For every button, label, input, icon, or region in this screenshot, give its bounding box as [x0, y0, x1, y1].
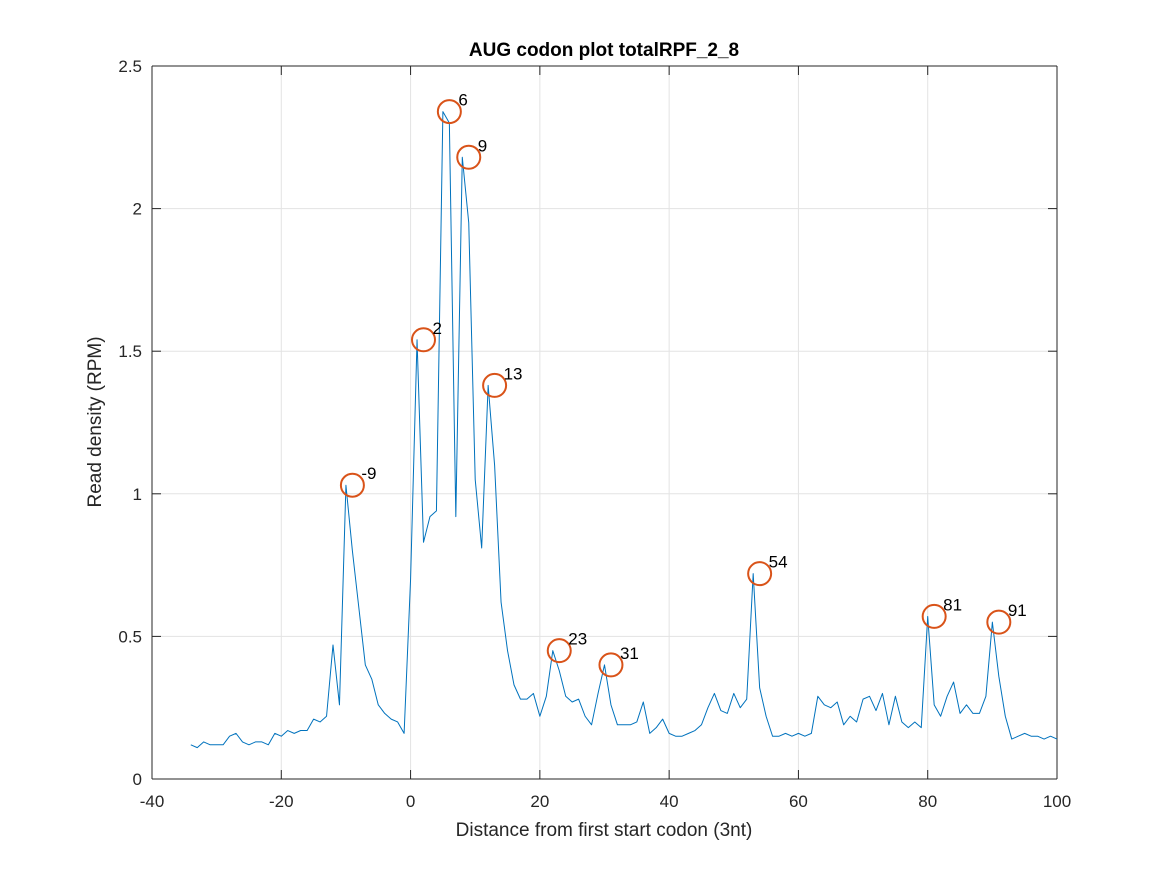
peak-label: 6 — [458, 91, 467, 110]
peak-marker — [339, 472, 365, 498]
peak-marker — [411, 327, 436, 353]
y-tick-label: 1 — [133, 485, 142, 504]
peak-markers: -9 2 6 9 13 23 31 54 81 91 — [339, 91, 1027, 678]
peak-label: 2 — [433, 319, 442, 338]
x-tick-label: 0 — [406, 792, 415, 811]
x-tick-label: -20 — [269, 792, 294, 811]
x-tick-label: -40 — [140, 792, 165, 811]
peak-label: 81 — [943, 595, 962, 614]
y-tick-label: 0.5 — [118, 627, 142, 646]
peak-label: 23 — [568, 630, 587, 649]
series-group — [190, 111, 1058, 749]
x-tick-label: 60 — [789, 792, 808, 811]
peak-marker — [456, 144, 482, 170]
peak-label: 13 — [504, 364, 523, 383]
y-tick-label: 2.5 — [118, 57, 142, 76]
peak-marker — [546, 638, 572, 664]
peak-marker — [747, 561, 773, 587]
y-tick-label: 1.5 — [118, 342, 142, 361]
y-tick-label: 2 — [133, 200, 142, 219]
x-tick-label: 80 — [918, 792, 937, 811]
peak-marker — [986, 609, 1012, 635]
x-tick-label: 100 — [1043, 792, 1071, 811]
chart-title: AUG codon plot totalRPF_2_8 — [469, 40, 739, 61]
peak-label: 54 — [769, 553, 788, 572]
x-tick-label: 20 — [530, 792, 549, 811]
peak-label: 91 — [1008, 601, 1027, 620]
axes: -40 -20 0 20 40 60 80 100 0 0.5 1 1.5 2 2.5 — [118, 57, 1071, 811]
y-tick-label: 0 — [133, 770, 142, 789]
peak-marker — [921, 603, 947, 629]
peak-marker — [436, 99, 462, 125]
peak-marker — [482, 372, 508, 398]
peak-label: -9 — [361, 464, 376, 483]
x-tick-label: 40 — [660, 792, 679, 811]
peak-marker — [598, 652, 624, 678]
plot-background — [152, 66, 1057, 779]
x-axis-label: Distance from first start codon (3nt) — [456, 820, 753, 841]
peak-label: 31 — [620, 644, 639, 663]
peak-label: 9 — [478, 136, 487, 155]
series-line — [190, 111, 1058, 749]
y-axis-label: Read density (RPM) — [85, 336, 106, 507]
